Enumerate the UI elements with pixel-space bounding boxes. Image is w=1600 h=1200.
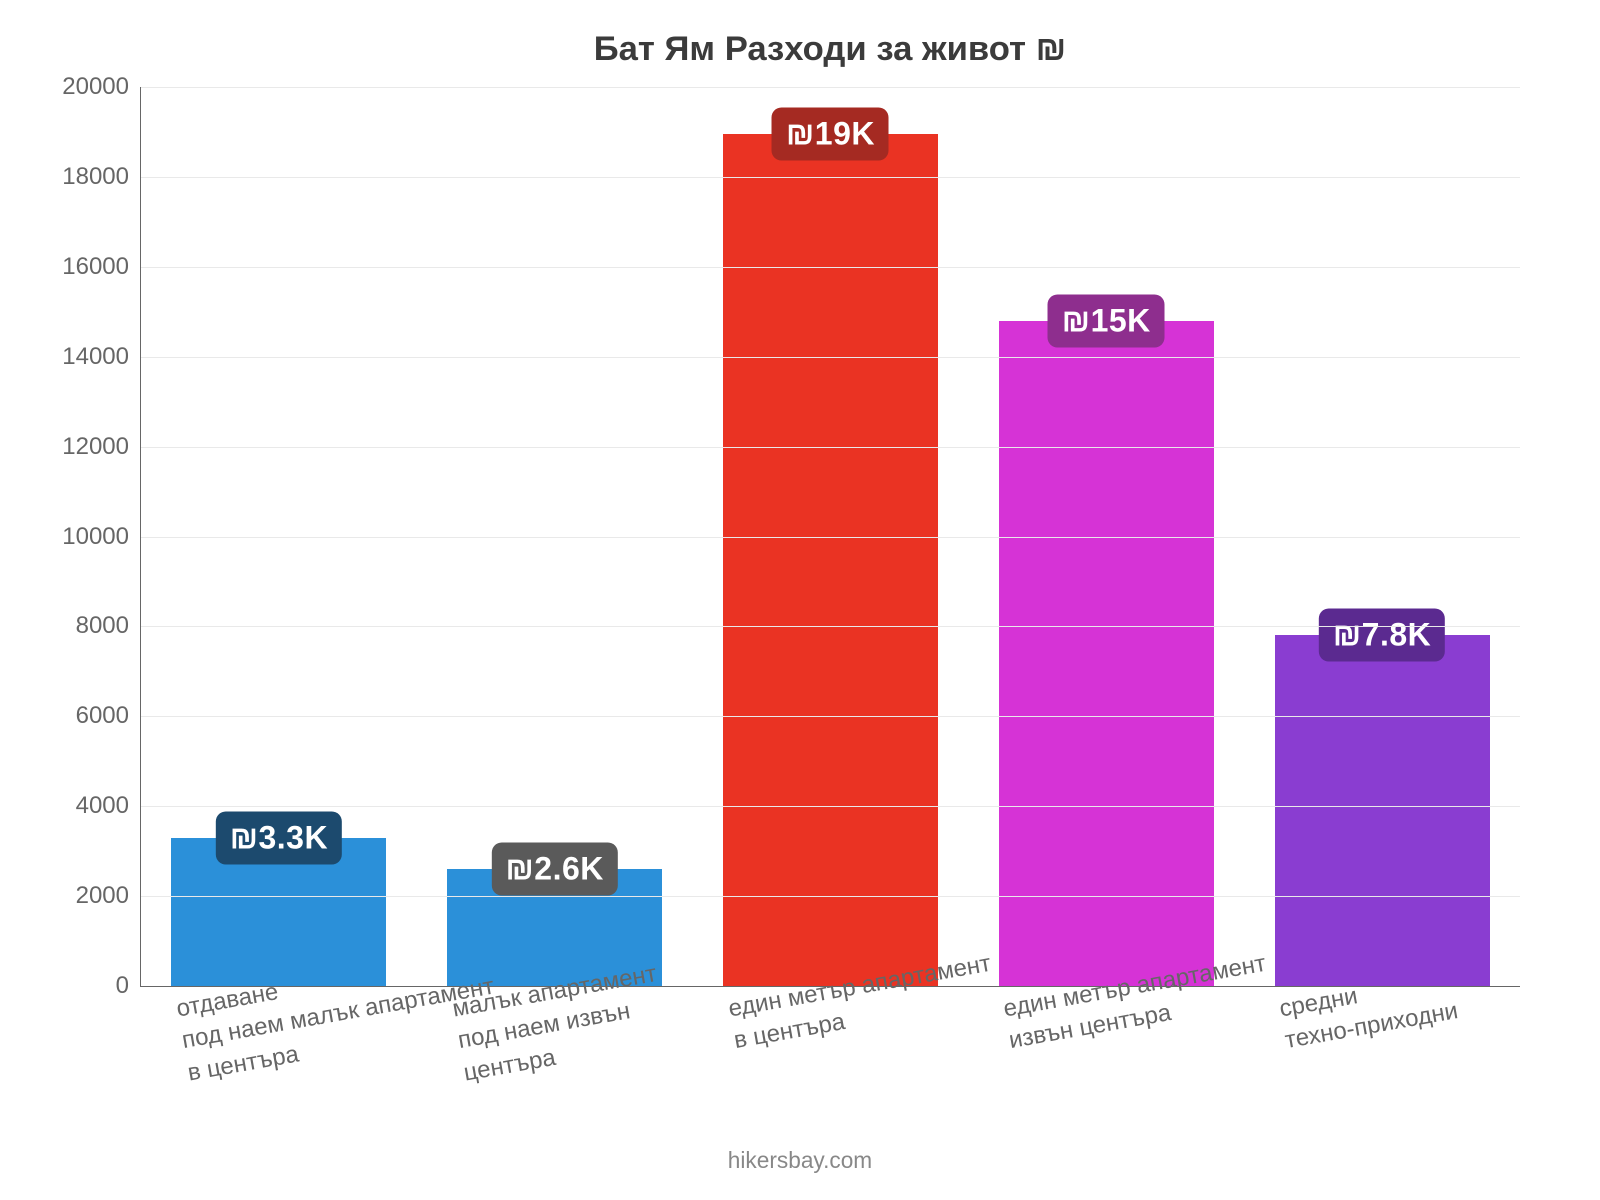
value-badge: ₪2.6K — [492, 843, 618, 896]
y-tick-label: 14000 — [21, 343, 141, 371]
grid-line — [141, 357, 1520, 358]
y-tick-label: 10000 — [21, 523, 141, 551]
value-badge: ₪15K — [1048, 294, 1165, 347]
grid-line — [141, 267, 1520, 268]
value-badge: ₪19K — [772, 108, 889, 161]
y-tick-label: 20000 — [21, 73, 141, 101]
grid-line — [141, 716, 1520, 717]
bar: ₪15K — [999, 321, 1214, 986]
bar: ₪7.8K — [1275, 635, 1490, 986]
cost-of-living-chart: Бат Ям Разходи за живот ₪ ₪3.3K ₪2.6K ₪19K… — [0, 0, 1600, 1200]
grid-line — [141, 447, 1520, 448]
y-tick-label: 8000 — [21, 612, 141, 640]
y-tick-label: 12000 — [21, 433, 141, 461]
value-badge: ₪7.8K — [1319, 609, 1445, 662]
grid-line — [141, 896, 1520, 897]
grid-line — [141, 87, 1520, 88]
chart-title: Бат Ям Разходи за живот ₪ — [140, 30, 1520, 69]
y-tick-label: 4000 — [21, 792, 141, 820]
chart-footer: hikersbay.com — [0, 1147, 1600, 1174]
y-tick-label: 18000 — [21, 163, 141, 191]
plot-area: ₪3.3K₪2.6K₪19K₪15K₪7.8K отдаване под нае… — [140, 87, 1520, 987]
y-tick-label: 2000 — [21, 882, 141, 910]
grid-line — [141, 806, 1520, 807]
grid-line — [141, 177, 1520, 178]
y-tick-label: 0 — [21, 972, 141, 1000]
grid-line — [141, 537, 1520, 538]
value-badge: ₪3.3K — [216, 811, 342, 864]
y-tick-label: 6000 — [21, 702, 141, 730]
bar: ₪19K — [723, 134, 938, 986]
grid-line — [141, 626, 1520, 627]
y-tick-label: 16000 — [21, 253, 141, 281]
